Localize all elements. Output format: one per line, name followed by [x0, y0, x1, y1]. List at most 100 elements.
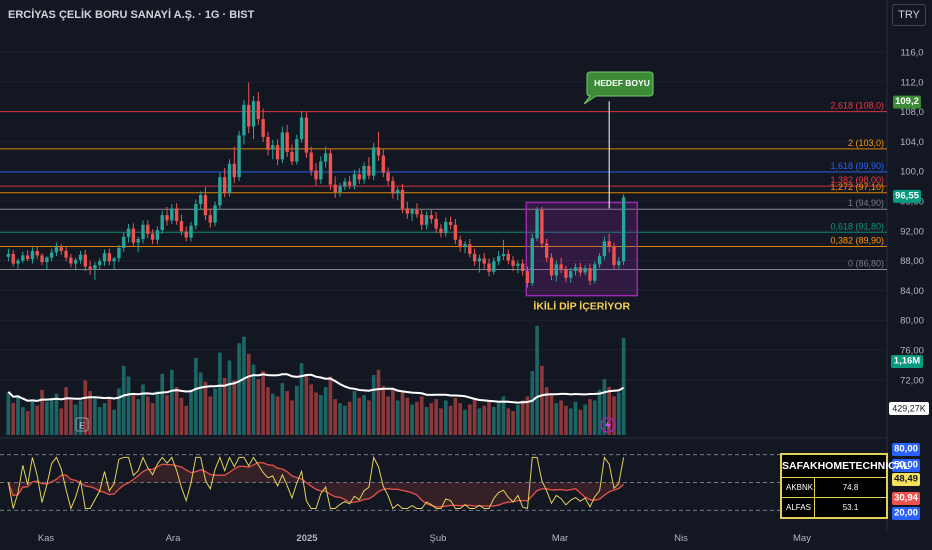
candle	[227, 163, 232, 193]
candle	[535, 209, 539, 239]
volume-bar	[443, 400, 448, 435]
candle	[275, 145, 280, 160]
osc-tag: 20,00	[894, 508, 918, 519]
candle	[136, 238, 140, 243]
candle	[16, 260, 20, 264]
fib-label: 2 (103,0)	[848, 138, 884, 148]
candle	[184, 231, 188, 238]
volume-bar	[251, 364, 256, 435]
volume-bar	[117, 388, 121, 435]
volume-bar	[266, 387, 270, 435]
volume-bar	[208, 396, 213, 435]
candle	[45, 257, 49, 263]
volume-bar	[415, 401, 419, 435]
y-tick-label: 84,00	[900, 286, 924, 297]
volume-bar	[525, 396, 530, 435]
candle	[492, 261, 496, 272]
volume-bar	[160, 373, 165, 435]
volume-bar	[165, 395, 169, 435]
candle	[261, 119, 265, 137]
candle	[424, 215, 429, 225]
volume-bar	[583, 404, 587, 435]
candle	[434, 218, 438, 229]
volume-bar	[198, 372, 203, 435]
volume-bar	[607, 387, 612, 435]
volume-bar	[227, 360, 232, 435]
candle	[333, 184, 337, 193]
volume-bar	[333, 399, 338, 435]
candle	[102, 253, 107, 262]
volume-bar	[592, 400, 597, 435]
volume-bar	[386, 396, 390, 435]
fib-label: 1,382 (98,00)	[830, 175, 884, 185]
volume-bar	[477, 408, 482, 435]
volume-bar	[448, 405, 453, 435]
candle	[420, 214, 424, 225]
volume-bar	[174, 387, 179, 435]
candle	[516, 263, 520, 266]
y-tick-label: 76,00	[900, 346, 924, 357]
candle	[468, 244, 472, 254]
currency-button[interactable]: TRY	[892, 4, 926, 26]
candle	[49, 252, 54, 258]
osc-fill	[8, 462, 624, 507]
candle	[621, 197, 626, 262]
candle	[117, 247, 121, 259]
volume-bar	[150, 403, 155, 435]
volume-bar	[121, 365, 126, 435]
volume-bar	[376, 369, 381, 435]
candle	[314, 170, 318, 180]
volume-bar	[93, 396, 97, 435]
candle	[6, 253, 11, 257]
volume-bar	[588, 399, 592, 435]
volume-bar	[169, 369, 174, 435]
volume-bar	[400, 392, 405, 435]
volume-bar	[102, 403, 107, 435]
volume-bar	[294, 385, 299, 435]
candle	[93, 265, 97, 269]
osc-tag: 30,94	[894, 493, 918, 504]
volume-ma-tag: 429,27K	[892, 404, 926, 414]
volume-bar	[419, 396, 424, 435]
volume-bar	[578, 409, 583, 435]
y-tick-label: 92,00	[900, 226, 924, 237]
volume-bar	[189, 389, 193, 435]
volume-bar	[54, 393, 59, 435]
osc-tag: 80,00	[894, 444, 918, 455]
volume-ma-tag-bg	[889, 402, 929, 415]
candle	[530, 238, 534, 283]
candle	[367, 165, 371, 176]
osc-tag-bg	[892, 492, 920, 505]
target-callout	[583, 71, 654, 105]
candle	[242, 104, 246, 136]
candle	[569, 271, 573, 278]
volume-bar	[155, 391, 160, 435]
candle	[271, 145, 275, 150]
volume-bar	[530, 371, 535, 435]
volume-bar	[410, 404, 414, 435]
y-tick-label: 112,0	[900, 77, 923, 88]
candle	[612, 246, 616, 266]
candle	[98, 261, 102, 266]
volume-bar	[83, 380, 88, 435]
candle	[309, 152, 313, 171]
osc-tag: 48,49	[894, 474, 918, 485]
volume-bar	[516, 404, 520, 435]
candle	[607, 241, 611, 247]
candle	[141, 224, 145, 239]
candle	[122, 236, 126, 248]
candle	[11, 253, 15, 264]
volume-bar	[145, 396, 150, 435]
candle	[146, 224, 150, 234]
osc-tag-bg	[892, 443, 920, 456]
table-title: SAFAKHOMETECHNICAL	[782, 455, 910, 478]
candle	[323, 153, 328, 162]
candle	[165, 215, 169, 221]
candle	[444, 221, 448, 234]
volume-bar	[343, 405, 347, 435]
volume-bar	[506, 408, 511, 435]
last-price-tag-bg	[893, 189, 921, 203]
target-price-tag: 109,2	[895, 96, 919, 107]
candle	[597, 256, 602, 265]
